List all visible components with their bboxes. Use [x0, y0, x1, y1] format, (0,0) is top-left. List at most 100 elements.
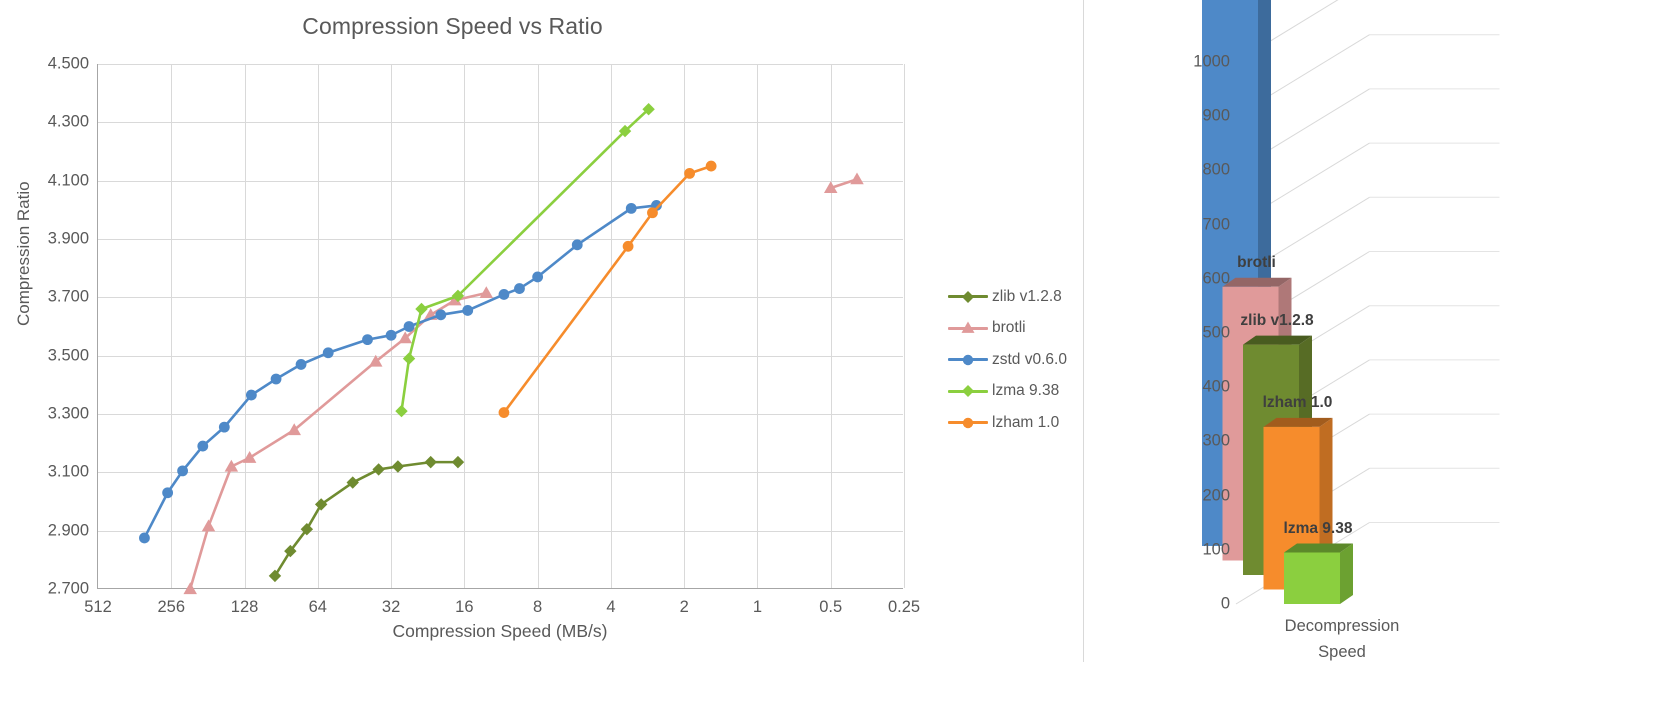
y-axis-tick-label: 4.300: [47, 112, 89, 131]
y-axis-tick-label: 3.100: [47, 462, 89, 481]
bar-y-axis-tick-label: 400: [1202, 377, 1230, 396]
legend-item-lzma-9-38[interactable]: lzma 9.38: [948, 376, 1078, 408]
x-axis-tick-label: 0.5: [819, 598, 843, 616]
data-point: [362, 334, 373, 346]
legend-item-label: brotli: [992, 319, 1026, 337]
data-point: [268, 569, 282, 583]
data-point: [642, 102, 655, 116]
series-line: [273, 460, 460, 578]
x-axis-tick-label: 1: [752, 598, 763, 616]
x-axis-tick-label: 512: [84, 598, 112, 616]
gridline-vertical: [244, 64, 246, 588]
legend-item-zstd-v0-6-0[interactable]: zstd v0.6.0: [948, 344, 1078, 376]
bar-y-axis-tick-label: 100: [1202, 540, 1230, 559]
decompression-speed-chart: Decompression Speed 0 100 200 300 400 500 600 7…: [1084, 0, 1670, 705]
data-point: [372, 463, 385, 476]
x-axis-tick-label: 0.25: [887, 598, 921, 616]
data-point: [705, 160, 717, 172]
data-point: [823, 181, 838, 194]
data-point: [514, 283, 525, 294]
data-point: [424, 455, 437, 469]
series-brotli: [183, 172, 864, 595]
y-axis-tick-label: 3.700: [47, 287, 89, 306]
bar-lzma-9-38[interactable]: [1284, 543, 1353, 604]
data-point: [618, 124, 632, 138]
legend-item-lzham-1-0[interactable]: lzham 1.0: [948, 407, 1078, 439]
bar-data-label: zlib v1.2.8: [1240, 311, 1314, 329]
scatter-y-axis-label: Compression Ratio: [14, 181, 33, 326]
data-point: [322, 347, 334, 359]
series-line: [143, 204, 658, 540]
gridline-vertical: [684, 64, 686, 588]
y-axis-tick-label: 4.500: [47, 54, 89, 73]
data-point: [435, 309, 447, 321]
legend-marker-icon: [948, 353, 988, 367]
series-zlib-v1-2-8: [268, 455, 465, 583]
bar-y-axis-tick-label: 200: [1202, 486, 1230, 505]
data-point: [139, 532, 150, 544]
bar-category-line2: Speed: [1318, 643, 1366, 661]
y-axis-tick-label: 3.500: [47, 346, 89, 365]
data-point: [245, 389, 257, 401]
data-point: [391, 460, 405, 473]
data-point: [402, 352, 416, 365]
series-zstd-v0-6-0: [139, 200, 662, 544]
legend-marker-icon: [948, 321, 988, 335]
bar-data-label: lzham 1.0: [1262, 393, 1333, 411]
y-axis-tick-label: 3.300: [47, 404, 89, 423]
scatter-chart-title: Compression Speed vs Ratio: [302, 13, 603, 39]
gridline-vertical: [830, 64, 832, 588]
data-point: [398, 331, 412, 344]
scatter-x-axis-label: Compression Speed (MB/s): [392, 621, 608, 641]
legend-item-brotli[interactable]: brotli: [948, 313, 1078, 345]
data-point: [532, 271, 544, 283]
data-point: [385, 329, 397, 341]
y-axis-tick-label: 2.900: [47, 521, 89, 540]
series-lzma-9-38: [395, 102, 655, 418]
data-point: [197, 440, 209, 452]
x-axis-tick-label: 128: [230, 598, 259, 616]
x-axis-tick-label: 2: [679, 598, 689, 616]
x-axis-tick-label: 256: [157, 598, 186, 616]
legend-marker-icon: [948, 384, 988, 398]
bar-y-axis-tick-label: 1000: [1193, 52, 1230, 71]
bar-chart-graphics: [1202, 0, 1500, 605]
gridline-horizontal: [98, 472, 903, 474]
bar-data-label: lzma 9.38: [1283, 519, 1353, 537]
legend-marker-icon: [948, 290, 988, 304]
data-point: [395, 404, 408, 418]
data-point: [242, 451, 257, 463]
series-line: [502, 164, 713, 414]
bar-y-axis-tick-label: 0: [1220, 594, 1230, 613]
data-point: [625, 202, 637, 214]
y-axis-tick-label: 3.900: [47, 229, 89, 248]
data-point: [162, 487, 174, 499]
bar-top-face: [1222, 277, 1292, 287]
data-point: [571, 239, 583, 251]
gridline-horizontal: [98, 530, 903, 532]
bar-y-axis-tick-label: 900: [1202, 106, 1230, 125]
data-point: [295, 359, 307, 370]
gridline-vertical: [610, 64, 612, 588]
x-axis-tick-label: 64: [308, 598, 327, 616]
data-point: [451, 289, 465, 303]
legend-item-label: zlib v1.2.8: [992, 287, 1062, 305]
data-point: [270, 373, 282, 385]
bar-y-axis-tick-label: 600: [1202, 269, 1230, 288]
bar-y-axis-tick-label: 500: [1202, 323, 1230, 342]
series-lzham-1-0: [498, 160, 717, 418]
data-point: [622, 240, 634, 252]
bar-category-label: Decompression Speed: [1232, 613, 1452, 665]
data-point: [451, 455, 465, 469]
data-point: [177, 465, 188, 477]
x-axis-tick-label: 8: [533, 598, 543, 616]
gridline-horizontal: [98, 64, 903, 65]
legend-marker-icon: [948, 416, 988, 430]
x-axis-tick-label: 32: [381, 598, 401, 616]
data-point: [448, 293, 462, 306]
data-point: [479, 286, 494, 299]
legend-item-zlib-v1-2-8[interactable]: zlib v1.2.8: [948, 281, 1078, 313]
bar-y-axis-tick-label: 800: [1202, 160, 1230, 179]
bar-y-axis-tick-label: 300: [1202, 431, 1230, 450]
legend-item-label: zstd v0.6.0: [992, 350, 1067, 368]
